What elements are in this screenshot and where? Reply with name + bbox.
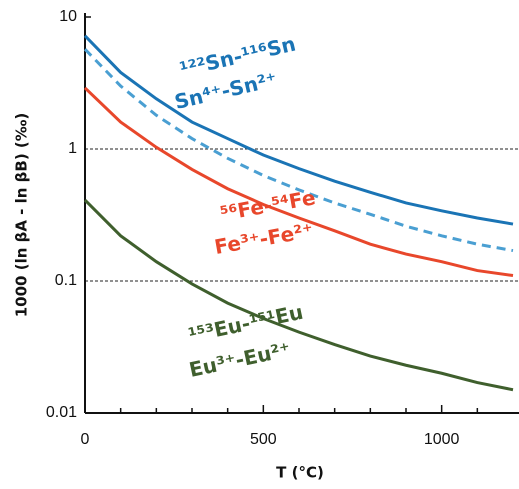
x-axis-label: T (°C) <box>276 464 324 482</box>
x-tick-label: 0 <box>81 431 90 448</box>
y-tick-label: 0.1 <box>55 272 77 289</box>
y-tick-label: 0.01 <box>46 404 77 421</box>
data-line <box>83 34 514 226</box>
y-tick-label: 10 <box>59 8 77 25</box>
x-tick-label: 500 <box>250 431 277 448</box>
y-axis-label: 1000 (ln βA - ln βB) (‰) <box>13 113 31 318</box>
y-tick-label: 1 <box>68 140 77 157</box>
x-tick-label: 1000 <box>424 431 460 448</box>
annotation: ¹²²Sn-¹¹⁶Sn <box>177 32 298 82</box>
data-line <box>83 86 514 278</box>
data-line <box>83 48 514 253</box>
data-line <box>83 199 514 392</box>
